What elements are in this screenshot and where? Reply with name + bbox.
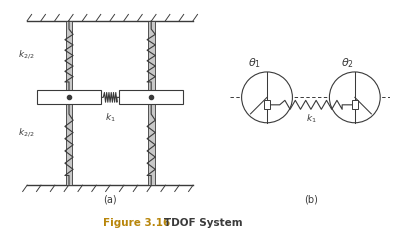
Text: TDOF System: TDOF System [153, 218, 243, 228]
Text: $\theta_2$: $\theta_2$ [341, 57, 354, 71]
Text: (b): (b) [304, 195, 318, 205]
Bar [352, 100, 358, 109]
Text: (a): (a) [103, 195, 117, 205]
Text: Figure 3.16: Figure 3.16 [103, 218, 170, 228]
Bar [148, 21, 155, 185]
Circle shape [242, 72, 292, 123]
Circle shape [329, 72, 380, 123]
Bar [66, 21, 72, 185]
Bar [37, 90, 101, 104]
Text: $k_1$: $k_1$ [105, 111, 116, 124]
Text: $k_1$: $k_1$ [306, 112, 316, 125]
Bar [119, 90, 183, 104]
Text: $k_{2/2}$: $k_{2/2}$ [18, 126, 35, 139]
Text: $\theta_1$: $\theta_1$ [248, 57, 261, 71]
Bar [264, 100, 270, 109]
Text: $k_{2/2}$: $k_{2/2}$ [18, 48, 35, 61]
